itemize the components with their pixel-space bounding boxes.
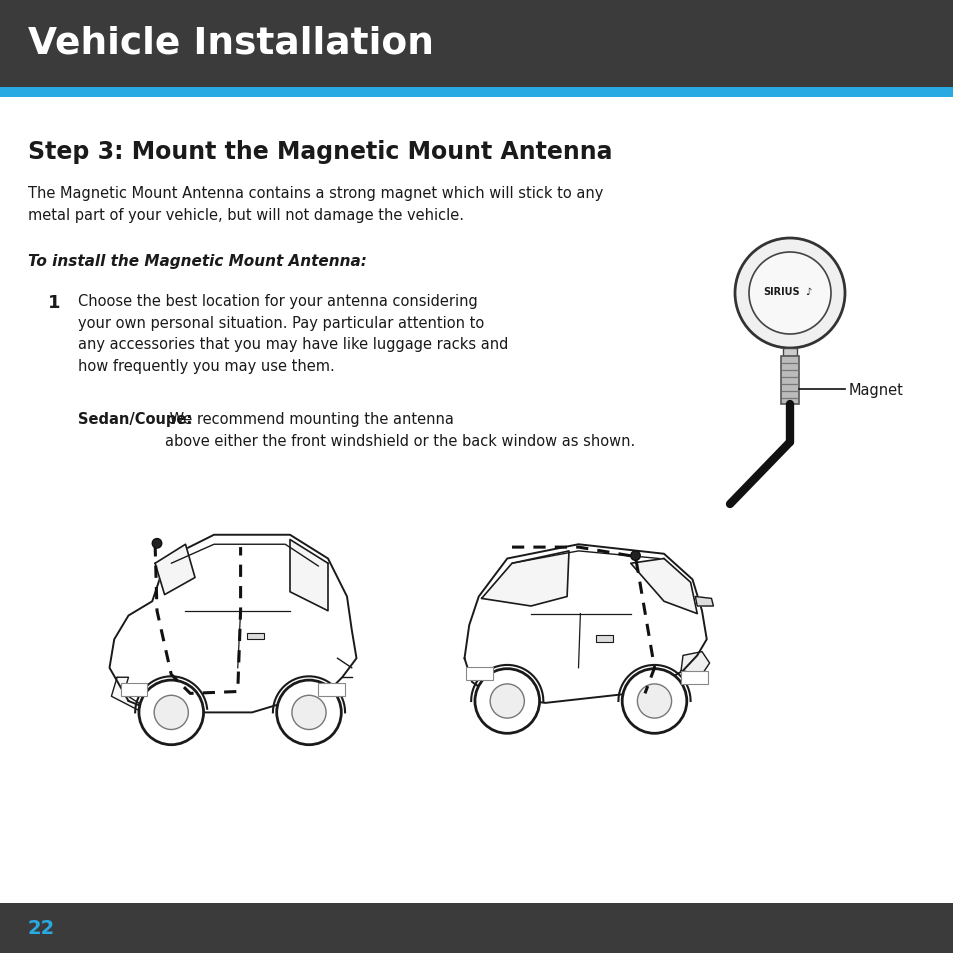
Circle shape — [154, 696, 188, 730]
Text: Choose the best location for your antenna considering
your own personal situatio: Choose the best location for your antenn… — [78, 294, 508, 374]
Circle shape — [276, 680, 341, 745]
Circle shape — [139, 680, 203, 745]
Circle shape — [734, 239, 844, 349]
Polygon shape — [481, 552, 568, 606]
Text: Step 3: Mount the Magnetic Mount Antenna: Step 3: Mount the Magnetic Mount Antenna — [28, 140, 612, 164]
Bar — [0, 88, 953, 98]
Text: We recommend mounting the antenna
above either the front windshield or the back : We recommend mounting the antenna above … — [165, 412, 635, 448]
Bar — [121, 683, 148, 697]
Bar — [680, 671, 707, 684]
Bar — [247, 633, 264, 639]
Text: 1: 1 — [48, 294, 60, 312]
Text: To install the Magnetic Mount Antenna:: To install the Magnetic Mount Antenna: — [28, 253, 367, 269]
Circle shape — [630, 552, 639, 560]
Bar — [0, 98, 953, 903]
Bar — [318, 683, 345, 697]
Bar — [781, 356, 799, 405]
Polygon shape — [112, 678, 148, 713]
Text: SIRIUS: SIRIUS — [763, 287, 800, 296]
Bar — [0, 903, 953, 953]
Text: 22: 22 — [28, 919, 55, 938]
Polygon shape — [155, 545, 194, 595]
Bar — [0, 0, 953, 88]
Polygon shape — [464, 545, 706, 703]
Circle shape — [621, 669, 686, 734]
Text: Magnet: Magnet — [848, 382, 902, 397]
Bar — [466, 667, 493, 680]
Polygon shape — [695, 597, 713, 606]
Circle shape — [637, 684, 671, 719]
Bar — [595, 636, 612, 642]
Text: The Magnetic Mount Antenna contains a strong magnet which will stick to any
meta: The Magnetic Mount Antenna contains a st… — [28, 186, 602, 222]
Circle shape — [475, 669, 539, 734]
Text: Vehicle Installation: Vehicle Installation — [28, 26, 434, 62]
Circle shape — [490, 684, 524, 719]
Polygon shape — [290, 540, 328, 611]
Circle shape — [748, 253, 830, 335]
Text: Sedan/Coupe:: Sedan/Coupe: — [78, 412, 193, 427]
Circle shape — [152, 539, 162, 549]
Bar — [782, 349, 796, 356]
Polygon shape — [110, 536, 356, 713]
Polygon shape — [630, 558, 697, 614]
Polygon shape — [680, 652, 709, 675]
Circle shape — [292, 696, 326, 730]
Text: ♪: ♪ — [804, 287, 810, 296]
